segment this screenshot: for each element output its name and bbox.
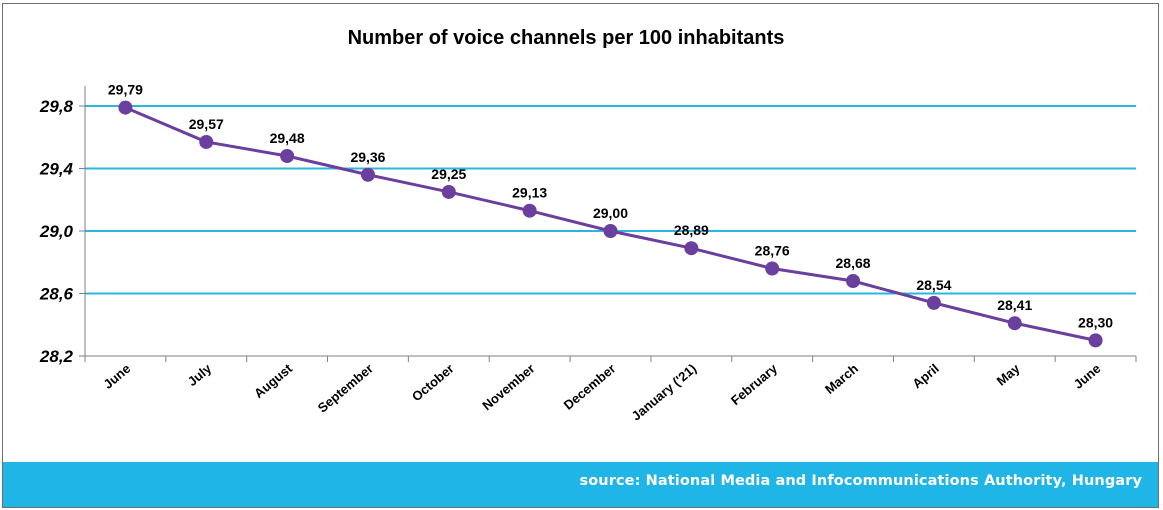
data-point (441, 184, 456, 199)
data-point (280, 149, 295, 163)
x-tick-label: September (315, 361, 376, 416)
data-point (684, 241, 699, 256)
x-tick-label: December (561, 361, 619, 413)
data-label: 28,68 (836, 255, 871, 271)
data-point (1007, 316, 1022, 331)
data-point (360, 167, 375, 182)
data-point (199, 134, 214, 149)
x-tick-label: May (994, 360, 1024, 388)
data-labels: 29,79 29,57 29,48 29,36 29,25 29,13 29,00 28,89… (108, 82, 1113, 331)
data-point (846, 274, 861, 288)
data-label: 29,48 (270, 130, 305, 146)
axes (79, 86, 1137, 362)
data-label: 29,36 (350, 149, 385, 165)
chart-title: Number of voice channels per 100 inhabit… (348, 27, 785, 49)
data-point (603, 224, 618, 238)
chart-frame: Number of voice channels per 100 inhabit… (2, 3, 1159, 508)
data-label: 28,30 (1078, 314, 1113, 330)
x-tick-label: February (728, 360, 781, 408)
x-tick-label: January ('21) (629, 361, 700, 424)
x-tick-label: August (251, 360, 295, 401)
data-label: 29,79 (108, 82, 143, 98)
x-tick-label: June (1071, 361, 1104, 392)
y-tick-labels: 28,2 28,6 29,0 29,4 29,8 (39, 97, 74, 366)
series (118, 100, 1103, 348)
data-label: 29,57 (189, 116, 224, 132)
x-tick-label: April (909, 361, 941, 392)
data-point (522, 203, 537, 218)
data-label: 28,89 (674, 222, 709, 238)
data-label: 29,00 (593, 205, 628, 221)
x-tick-label: July (185, 360, 215, 389)
x-tick-label: November (479, 361, 537, 413)
x-tick-label: June (100, 361, 133, 392)
gridlines (85, 105, 1136, 295)
y-tick-label: 29,0 (39, 222, 74, 241)
y-tick-label: 28,2 (39, 347, 74, 366)
x-tick-label: March (822, 361, 861, 397)
y-tick-label: 28,6 (39, 285, 74, 304)
line-chart: Number of voice channels per 100 inhabit… (39, 27, 1137, 424)
data-label: 29,13 (512, 185, 547, 201)
y-tick-label: 29,4 (39, 160, 74, 179)
x-tick-labels: June July August September October November De… (100, 360, 1103, 423)
x-tick-label: October (409, 361, 457, 405)
source-text: source: National Media and Infocommunica… (579, 473, 1142, 489)
data-label: 28,41 (997, 297, 1032, 313)
y-tick-label: 29,8 (39, 97, 74, 116)
source-footer: source: National Media and Infocommunica… (3, 462, 1158, 507)
data-point (765, 261, 780, 276)
data-label: 29,25 (431, 166, 466, 182)
data-point (1088, 333, 1103, 348)
data-point (926, 295, 941, 310)
data-label: 28,54 (916, 277, 951, 293)
data-point (118, 100, 133, 115)
data-label: 28,76 (755, 243, 790, 259)
